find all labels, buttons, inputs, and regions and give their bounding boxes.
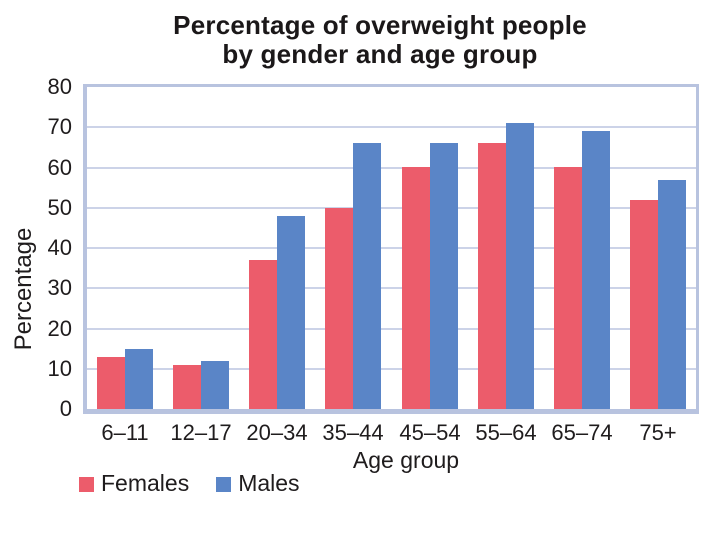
bar-females-group-8 (630, 200, 658, 409)
bar-females-group-4 (325, 208, 353, 409)
legend-label-females: Females (101, 470, 190, 496)
bar-males-group-2 (201, 361, 229, 409)
x-tick-2: 12–17 (170, 420, 232, 445)
legend-swatch-females (79, 476, 94, 492)
x-tick-4: 35–44 (322, 420, 384, 445)
y-tick-60: 60 (47, 155, 72, 180)
bar-males-group-4 (353, 143, 381, 409)
x-tick-6: 55–64 (475, 420, 537, 445)
chart-title-line-1: Percentage of overweight people (173, 10, 587, 40)
chart-title-line-2: by gender and age group (222, 39, 538, 69)
bar-males-group-7 (582, 131, 610, 409)
chart-title: Percentage of overweight people by gende… (60, 11, 700, 69)
gridline-30 (87, 287, 696, 289)
x-tick-3: 20–34 (246, 420, 308, 445)
bar-males-group-5 (430, 143, 458, 409)
bar-males-group-3 (277, 216, 305, 409)
gridline-10 (87, 368, 696, 370)
legend-item-males: Males (216, 470, 300, 496)
x-axis-title: Age group (352, 447, 460, 473)
plot-inner (87, 87, 696, 409)
y-tick-10: 10 (47, 356, 72, 381)
x-tick-5: 45–54 (399, 420, 461, 445)
gridline-50 (87, 207, 696, 209)
x-tick-7: 65–74 (551, 420, 613, 445)
y-tick-30: 30 (47, 275, 72, 300)
legend-item-females: Females (79, 470, 189, 496)
legend-swatch-males (216, 476, 232, 492)
bar-females-group-1 (97, 357, 125, 409)
bar-males-group-1 (125, 349, 153, 409)
gridline-20 (87, 328, 696, 330)
legend-label-males: Males (238, 470, 300, 496)
gridline-40 (87, 247, 696, 249)
bar-females-group-7 (554, 167, 582, 409)
y-tick-20: 20 (47, 316, 72, 341)
x-tick-8: 75+ (639, 420, 677, 445)
y-tick-40: 40 (47, 235, 72, 260)
y-tick-50: 50 (47, 195, 72, 220)
bar-females-group-3 (249, 260, 277, 409)
legend: Females Males (79, 470, 300, 496)
bar-males-group-8 (658, 180, 686, 409)
y-tick-0: 0 (59, 396, 72, 421)
y-tick-70: 70 (47, 114, 72, 139)
bar-females-group-6 (478, 143, 506, 409)
bar-females-group-2 (173, 365, 201, 409)
bar-females-group-5 (402, 167, 430, 409)
y-tick-80: 80 (47, 74, 72, 99)
gridline-70 (87, 126, 696, 128)
x-tick-1: 6–11 (101, 420, 149, 445)
gridline-60 (87, 167, 696, 169)
plot-area (83, 84, 699, 414)
bar-males-group-6 (506, 123, 534, 409)
